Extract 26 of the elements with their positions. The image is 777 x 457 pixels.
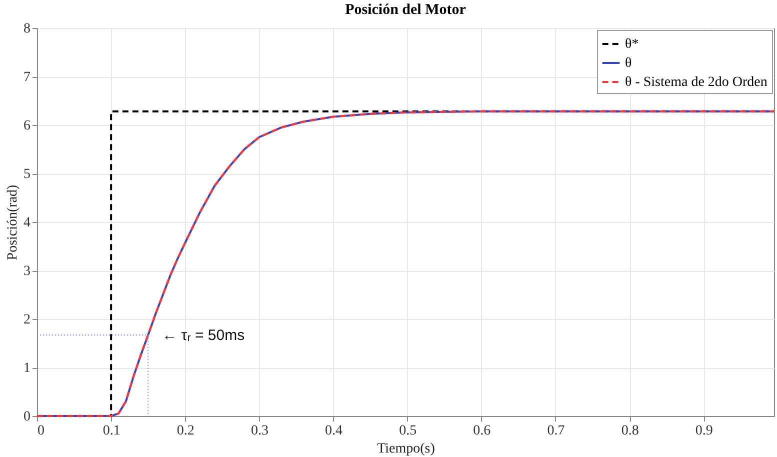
- y-tick-label: 5: [24, 167, 30, 182]
- legend-label: θ - Sistema de 2do Orden: [625, 75, 768, 90]
- x-tick-label: 0.9: [695, 424, 713, 438]
- x-tick-label: 0.1: [102, 424, 120, 438]
- y-tick-label: 0: [24, 410, 30, 424]
- x-tick-label: 0.4: [325, 424, 343, 438]
- x-tick-label: 0.3: [250, 424, 268, 438]
- y-tick-label: 3: [24, 264, 30, 279]
- legend-label: θ: [625, 56, 632, 71]
- x-axis-title: Tiempo(s): [377, 442, 436, 456]
- annotation: ← τᵣ = 50ms: [162, 327, 245, 344]
- y-axis-title: Posición(rad): [6, 184, 20, 260]
- y-tick-label: 7: [24, 70, 30, 85]
- x-tick-label: 0.7: [547, 424, 565, 438]
- x-tick-label: 0: [38, 424, 44, 438]
- x-tick-label: 0.2: [176, 424, 194, 438]
- y-tick-label: 8: [24, 22, 30, 36]
- y-tick-label: 4: [24, 216, 30, 230]
- x-tick-label: 0.8: [621, 424, 639, 438]
- y-tick-label: 2: [24, 312, 30, 328]
- legend-label: θ*: [625, 37, 639, 52]
- chart-title: Posición del Motor: [345, 2, 466, 18]
- y-tick-label: 6: [24, 118, 30, 134]
- y-tick-label: 1: [24, 361, 30, 376]
- x-tick-label: 0.6: [473, 424, 491, 438]
- x-tick-label: 0.5: [399, 424, 417, 438]
